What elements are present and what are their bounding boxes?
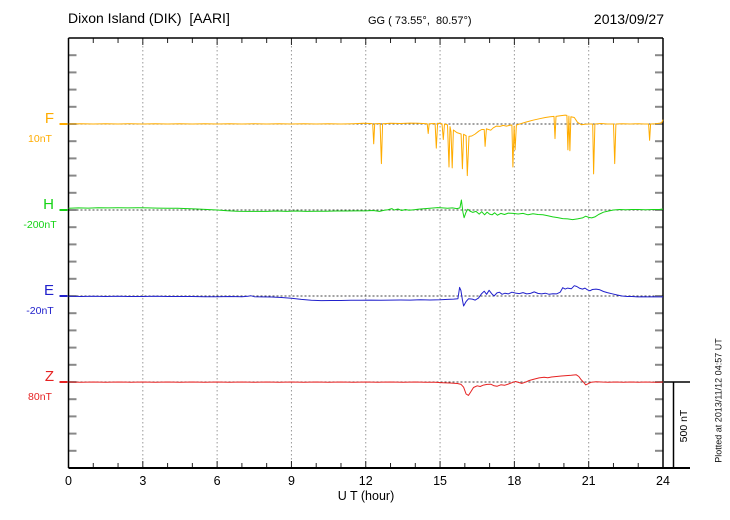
- plotted-at-note: Plotted at 2013/11/12 04:57 UT: [713, 338, 724, 463]
- channel-label-F: F: [44, 110, 54, 127]
- x-axis-title: U T (hour): [337, 489, 395, 503]
- trace-Z: [68, 374, 664, 396]
- channel-offset-E: -20nT: [26, 305, 54, 317]
- plot-date: 2013/09/27: [593, 11, 664, 27]
- trace-E: [68, 285, 663, 307]
- x-tick-label-15: 15: [433, 474, 448, 488]
- channel-label-E: E: [43, 282, 54, 299]
- x-tick-label-18: 18: [507, 474, 522, 488]
- channel-offset-H: -200nT: [23, 219, 57, 231]
- x-tick-label-0: 0: [65, 474, 72, 488]
- x-tick-label-6: 6: [213, 474, 221, 488]
- channel-offset-F: 10nT: [28, 133, 52, 145]
- x-tick-label-9: 9: [287, 474, 295, 488]
- x-tick-label-21: 21: [581, 474, 596, 488]
- trace-H: [68, 199, 664, 221]
- channel-offset-Z: 80nT: [28, 391, 52, 403]
- channel-label-Z: Z: [44, 368, 54, 385]
- x-tick-label-12: 12: [358, 474, 373, 488]
- channel-label-H: H: [43, 196, 54, 213]
- station-title: Dixon Island (DIK) [AARI]: [68, 10, 230, 26]
- x-tick-label-3: 3: [139, 474, 147, 488]
- trace-F: [68, 114, 664, 177]
- x-tick-label-24: 24: [656, 474, 670, 488]
- scale-bar-label: 500 nT: [678, 409, 690, 443]
- geographic-coordinates: GG ( 73.55°, 80.57°): [368, 15, 472, 27]
